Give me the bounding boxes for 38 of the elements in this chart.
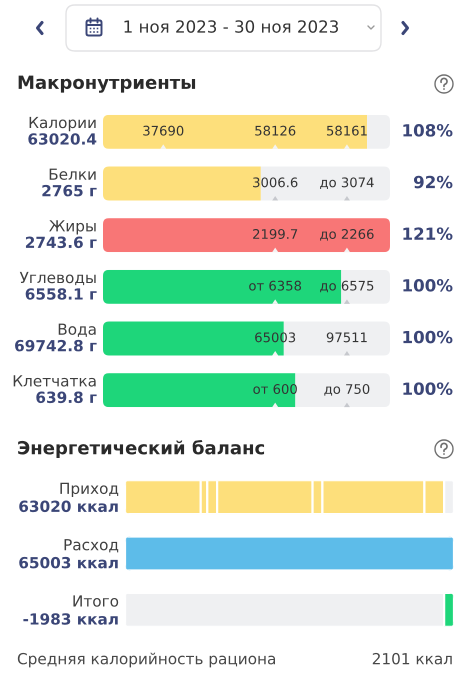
y-tick-label: Расход 65003 ккал [19,539,118,568]
y-tick-label: Белки 2765 г [42,168,97,196]
annotation: 37690 [143,126,184,136]
annotation: до 3074 [320,177,374,189]
text: 1 ноя 2023 - 30 ноя 2023 [124,20,338,33]
text: 121% [403,227,452,240]
annotation: до 6575 [320,280,374,292]
bar [103,270,342,304]
text: 100% [403,330,452,344]
annotation: 2199.7 [253,229,298,239]
annotation: от 6358 [249,280,302,291]
text: 92% [414,176,452,188]
text: Средняя калорийность рациона [18,652,276,668]
chart-title: Энергетический баланс [18,440,264,458]
y-tick-label: Калории 63020.4 [28,116,96,145]
bar [125,536,454,570]
text: 100% [403,382,452,396]
bar [103,218,390,252]
y-tick-label: Углеводы 6558.1 г [20,272,97,300]
text: 2101 ккал [372,652,452,664]
annotation: 58161 [326,126,367,136]
annotation: 58126 [255,126,296,136]
annotation: 97511 [326,332,367,342]
bar [367,114,390,149]
bar [341,270,390,304]
bar [103,373,296,408]
chart-title: Макронутриенты [18,76,196,93]
y-tick-label: Жиры 2743.6 г [26,220,97,248]
text: 108% [403,124,452,137]
y-tick-label: Вода 69742.8 г [15,324,97,352]
bar [295,373,390,408]
bar [103,114,368,149]
y-tick-label: Приход 63020 ккал [19,482,118,512]
y-tick-label: Клетчатка 639.8 г [14,375,97,404]
y-tick-label: Итого -1983 ккал [23,595,118,625]
annotation: до 750 [324,384,370,396]
annotation: до 2266 [320,229,374,241]
text: 100% [403,279,452,292]
